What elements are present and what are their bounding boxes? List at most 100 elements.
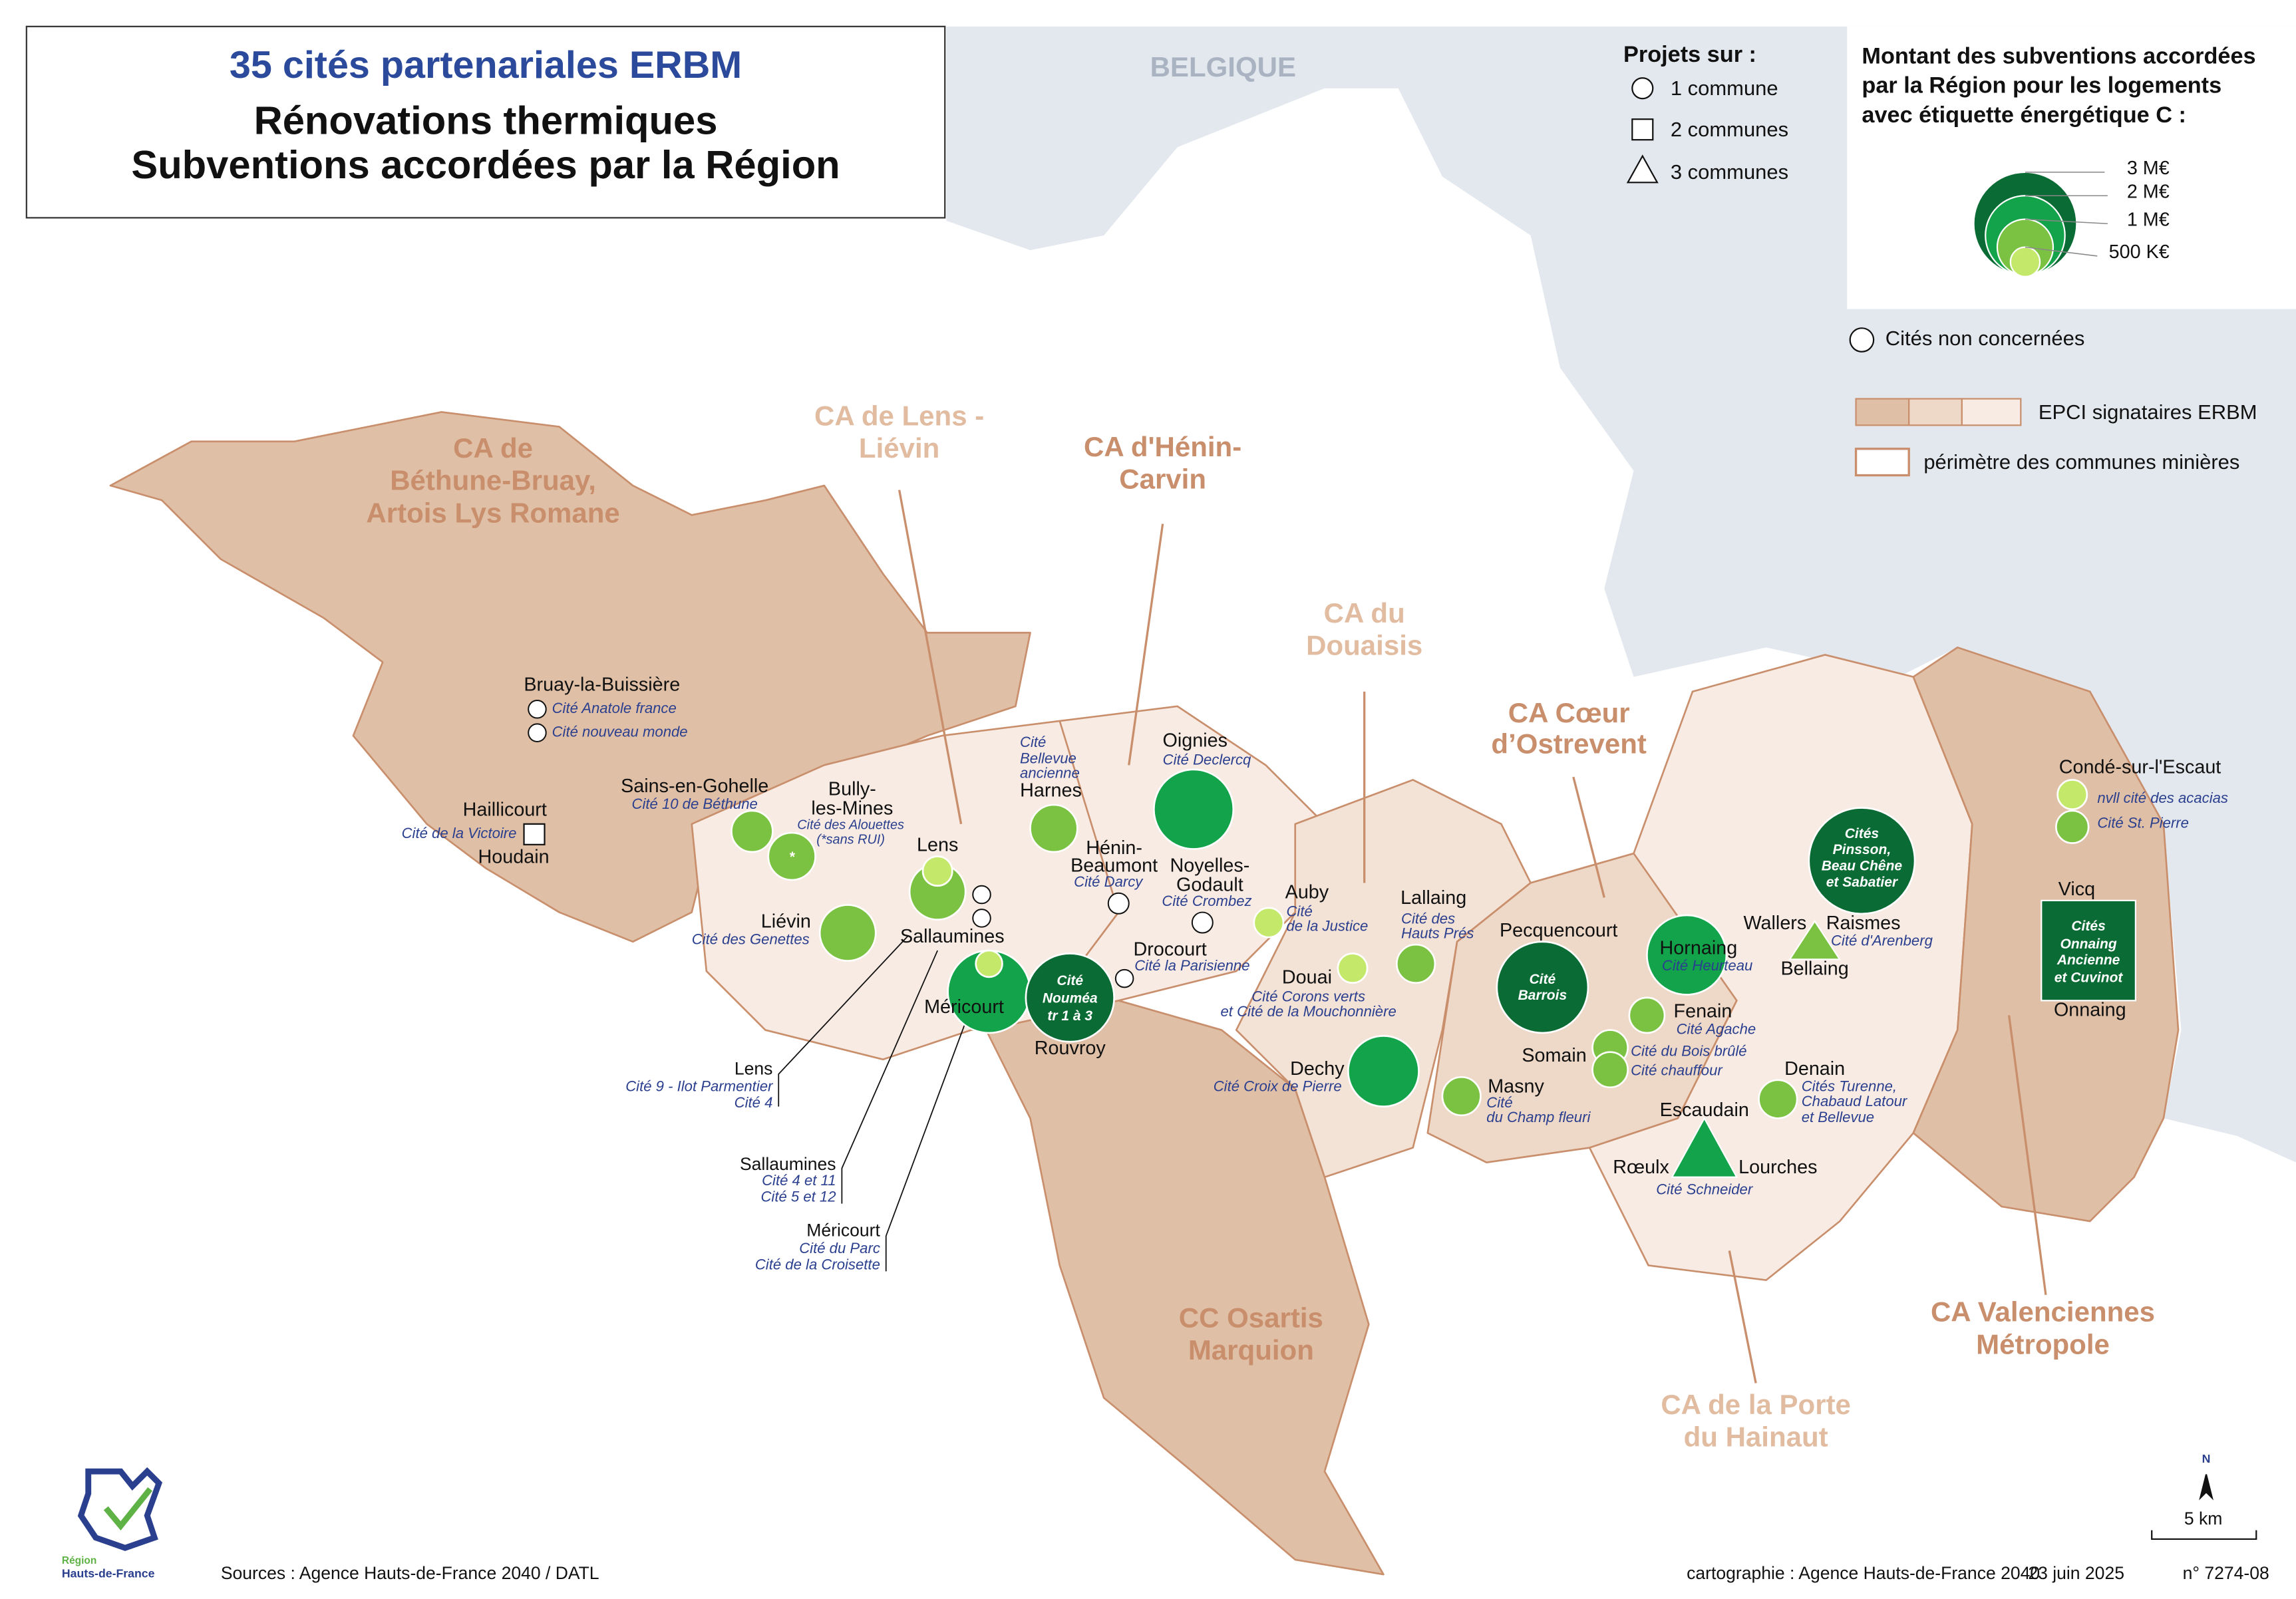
commune-label: Dechy bbox=[1290, 1058, 1345, 1080]
title: 35 cités partenariales ERBM bbox=[230, 44, 742, 86]
callout bbox=[778, 935, 909, 1107]
cite-label: Cité Crombez bbox=[1162, 893, 1251, 909]
legend-epci-swatch bbox=[1855, 398, 1910, 426]
symbol-label: Cités bbox=[2071, 919, 2105, 934]
project-circle bbox=[921, 855, 953, 887]
commune-label: Noyelles- bbox=[1170, 855, 1249, 877]
title: Subventions accordées par la Région bbox=[131, 142, 840, 187]
cite-label: Cité Darcy bbox=[1074, 873, 1144, 890]
symbol-label: * bbox=[789, 849, 795, 865]
commune-label: Haillicourt bbox=[463, 800, 547, 821]
legend-title: Montant des subventions accordées bbox=[1862, 43, 2255, 69]
footer-text: Méricourt bbox=[806, 1221, 880, 1240]
epci-label: du Hainaut bbox=[1684, 1421, 1828, 1453]
commune-label: Méricourt bbox=[924, 996, 1004, 1018]
commune-label: Drocourt bbox=[1134, 939, 1207, 960]
north-arrow bbox=[2199, 1474, 2214, 1501]
project-triangle bbox=[1788, 919, 1842, 960]
amount-legend-box bbox=[1847, 26, 2296, 309]
epci-label: Carvin bbox=[1119, 464, 1206, 495]
labels: 35 cités partenariales ERBM Rénovations t… bbox=[62, 42, 2269, 1583]
legend-amount: 3 M€ bbox=[2127, 158, 2170, 179]
legend-not-concerned bbox=[1849, 327, 1875, 353]
epci-label: Liévin bbox=[859, 432, 939, 464]
not-concerned-cite bbox=[1114, 968, 1134, 988]
epci-label: CA Valenciennes bbox=[1931, 1296, 2155, 1328]
epci-label: CA du bbox=[1324, 597, 1405, 629]
legend-title: avec étiquette énergétique C : bbox=[1862, 102, 2186, 128]
commune-label: Bruay-la-Buissière bbox=[524, 674, 680, 695]
legend-square bbox=[1631, 118, 1654, 141]
commune-label: Wallers bbox=[1743, 913, 1806, 934]
commune-label: Lourches bbox=[1738, 1157, 1817, 1178]
commune-label: Denain bbox=[1784, 1058, 1845, 1080]
cite-label: et Bellevue bbox=[1802, 1109, 1874, 1125]
footer-text: 5 km bbox=[2184, 1509, 2222, 1528]
epci-label: Marquion bbox=[1188, 1334, 1314, 1366]
project-circle bbox=[1025, 952, 1115, 1043]
footer-text: Sallaumines bbox=[740, 1154, 836, 1174]
cite-label: Hauts Prés bbox=[1401, 925, 1474, 942]
legend-amount: 2 M€ bbox=[2127, 181, 2170, 202]
project-circle bbox=[1153, 768, 1235, 850]
project-square bbox=[523, 823, 546, 845]
symbol-label: Cités bbox=[1845, 826, 1879, 841]
symbol-label: Barrois bbox=[1518, 988, 1567, 1003]
cite-label: Cité Declercq bbox=[1163, 752, 1251, 768]
commune-label: Somain bbox=[1522, 1045, 1586, 1066]
cite-label: Cité 4 bbox=[735, 1094, 773, 1111]
commune-label: Rœulx bbox=[1613, 1157, 1669, 1178]
cite-label: Cité du Parc bbox=[799, 1240, 880, 1256]
cite-label: Cité St. Pierre bbox=[2097, 815, 2189, 831]
legend-size-circle bbox=[2009, 246, 2041, 278]
commune-label: Raismes bbox=[1826, 913, 1901, 934]
epci-label: d’Ostrevent bbox=[1491, 728, 1647, 760]
logo-check bbox=[103, 1487, 153, 1531]
logo-text: Région bbox=[62, 1555, 96, 1566]
footer-text: Lens bbox=[735, 1058, 773, 1078]
title-box bbox=[25, 25, 946, 219]
legend-label: périmètre des communes minières bbox=[1923, 450, 2239, 474]
cite-label: Cité de la Croisette bbox=[755, 1256, 880, 1272]
pointer bbox=[1572, 776, 1605, 898]
legend-label: 2 communes bbox=[1671, 118, 1788, 141]
legend-label: Cités non concernées bbox=[1886, 327, 2085, 350]
symbol-label: Nouméa bbox=[1043, 991, 1098, 1006]
project-triangle bbox=[1671, 1116, 1738, 1178]
cite-label: Cité Agache bbox=[1677, 1020, 1756, 1037]
commune-label: Auby bbox=[1285, 881, 1329, 903]
country-label: BELGIQUE bbox=[1150, 51, 1296, 82]
cite-label: Cité bbox=[1286, 903, 1312, 919]
project-circle bbox=[1253, 907, 1285, 939]
cite-label: et Cité de la Mouchonnière bbox=[1221, 1003, 1396, 1020]
symbol-label: et Cuvinot bbox=[2054, 970, 2124, 986]
callout-lines bbox=[778, 935, 972, 1272]
project-circle bbox=[1029, 803, 1078, 853]
cite-label: Bellevue bbox=[1020, 750, 1076, 766]
commune-label: Hénin- bbox=[1086, 837, 1142, 859]
logo-text: Hauts-de-France bbox=[62, 1567, 155, 1580]
legend-label: 3 communes bbox=[1671, 160, 1788, 184]
commune-label: Bellaing bbox=[1780, 958, 1848, 979]
symbol-label: Pinsson, bbox=[1833, 842, 1891, 857]
epci-label: CA Cœur bbox=[1508, 697, 1630, 728]
footer-text: 23 juin 2025 bbox=[2028, 1563, 2124, 1583]
not-concerned-cite bbox=[1107, 892, 1130, 915]
cite-label: Cité nouveau monde bbox=[552, 724, 688, 740]
cite-label: Cité d'Arenberg bbox=[1831, 933, 1933, 949]
cite-label: Cité 5 et 12 bbox=[760, 1189, 836, 1205]
project-circle bbox=[2056, 779, 2088, 811]
legend-amount: 1 M€ bbox=[2127, 209, 2170, 230]
cite-label: Cité des Genettes bbox=[692, 931, 810, 947]
project-square bbox=[2041, 899, 2136, 1002]
commune-label: Oignies bbox=[1163, 730, 1228, 752]
not-concerned-cite bbox=[528, 700, 547, 719]
cite-label: Cité la Parisienne bbox=[1134, 957, 1249, 974]
scale-north bbox=[2151, 1474, 2257, 1540]
pointer bbox=[2007, 1015, 2047, 1295]
cite-label: Cité 10 de Béthune bbox=[631, 796, 757, 812]
commune-label: Houdain bbox=[478, 846, 549, 867]
symbol-label: Onnaing bbox=[2060, 937, 2116, 952]
project-circle bbox=[1808, 807, 1916, 915]
